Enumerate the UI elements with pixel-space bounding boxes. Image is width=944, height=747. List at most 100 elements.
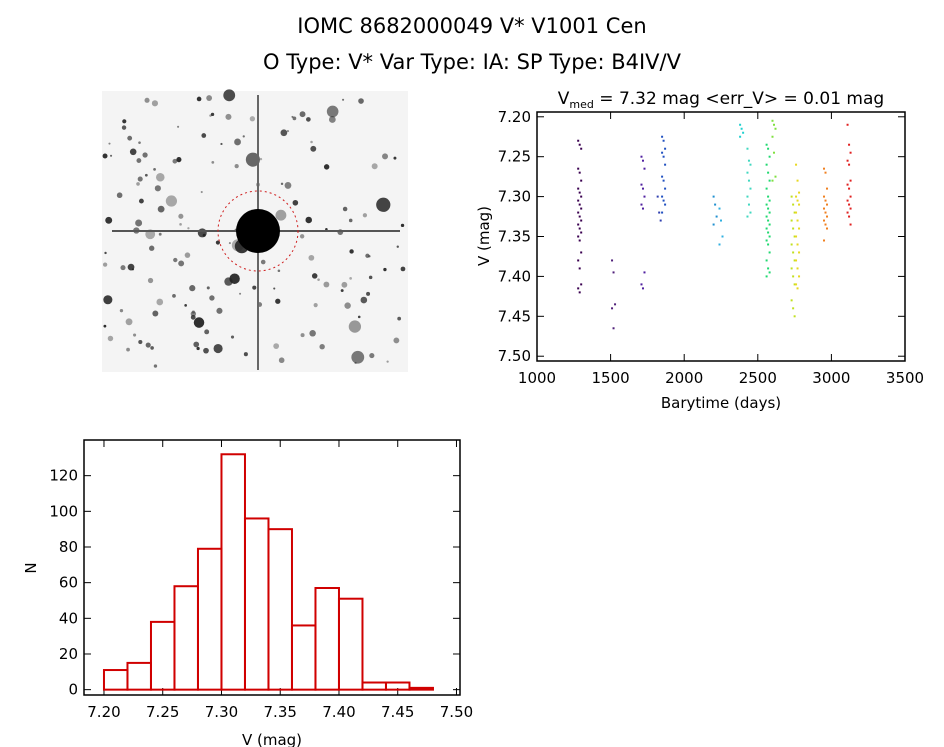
star [165,195,178,207]
target-star [236,209,280,253]
data-point [826,227,829,230]
star [323,164,330,170]
x-tick-label: 3500 [886,369,924,387]
y-tick-label: 7.30 [498,188,531,206]
star [108,142,111,145]
x-tick-label: 7.45 [381,703,414,721]
star [158,232,162,236]
data-point [721,235,724,238]
data-point [765,239,768,242]
data-point [746,147,749,150]
data-point [795,211,798,214]
data-point [612,327,615,330]
data-point [772,123,775,126]
data-point [577,223,580,226]
data-point [768,199,771,202]
star [393,156,397,160]
x-tick-label: 7.50 [440,703,473,721]
data-point [826,187,829,190]
data-point [824,223,827,226]
data-point [742,131,745,134]
star [273,343,280,349]
star [349,249,354,254]
data-point [767,207,770,210]
star [234,138,241,146]
data-point [765,275,768,278]
data-point [823,219,826,222]
data-point [577,167,580,170]
star [400,266,406,272]
star [383,267,387,272]
star [309,330,316,337]
data-point [768,235,771,238]
data-point [767,243,770,246]
data-point [795,195,798,198]
data-point [792,275,795,278]
data-point [577,287,580,290]
data-point [849,195,852,198]
data-point [826,215,829,218]
star [210,112,215,117]
data-point [768,251,771,254]
data-point [658,211,661,214]
star [280,182,284,186]
histogram-bar [102,669,129,691]
data-point [641,287,644,290]
star [209,114,212,117]
data-point [824,211,827,214]
star [144,173,148,177]
data-point [768,223,771,226]
star [135,219,143,227]
histogram-bar [267,528,293,691]
star [133,333,137,337]
histogram-bar [337,597,364,691]
star [209,295,215,301]
data-point [795,235,798,238]
data-point [715,215,718,218]
star [340,289,344,293]
star [386,360,389,363]
data-point [577,187,580,190]
data-point [823,207,826,210]
star [382,153,389,160]
histogram-bar [384,681,411,691]
star [190,314,196,320]
star [249,116,256,122]
star [211,161,215,164]
histogram-bar [290,624,317,691]
data-point [774,127,777,130]
data-point [796,179,799,182]
data-point [580,207,583,210]
y-tick-label: 7.40 [498,267,531,285]
star [196,96,202,102]
histogram-bar [408,686,434,691]
star [305,216,312,224]
data-point [798,275,801,278]
data-point [640,183,643,186]
star [275,209,287,221]
star [155,172,165,182]
data-point [823,195,826,198]
data-point [614,303,617,306]
star [275,298,281,304]
data-point [795,259,798,262]
data-point [578,227,581,230]
data-point [662,179,665,182]
data-point [712,223,715,226]
data-point [664,163,667,166]
data-point [846,183,849,186]
data-point [712,195,715,198]
star [286,130,290,133]
chart-title: IOMC 8682000049 V* V1001 Cen [297,14,647,38]
star [349,277,352,280]
star [125,318,133,326]
data-point [765,163,768,166]
data-point [793,235,796,238]
star [342,98,345,101]
star [284,182,292,189]
star [292,116,297,121]
star [144,97,150,103]
data-point [641,187,644,190]
star-field [102,89,406,368]
